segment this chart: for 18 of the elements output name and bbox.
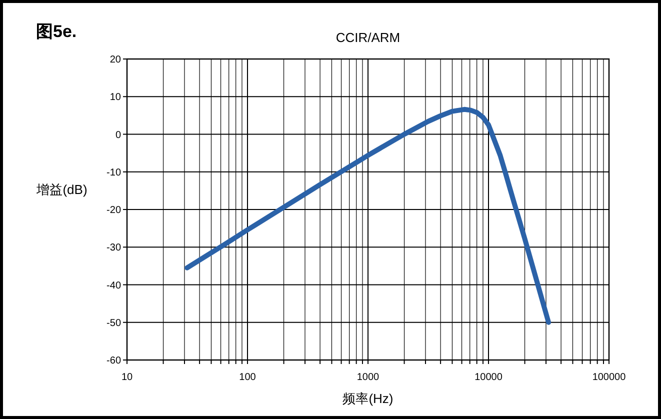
y-tick-label: 10 — [110, 92, 122, 104]
y-tick-label: 0 — [115, 130, 122, 141]
y-tick-label: -60 — [106, 356, 122, 366]
x-tick-label: 10 — [121, 372, 133, 383]
x-axis-title: 频率(Hz) — [342, 391, 394, 406]
x-tick-label: 10000 — [474, 372, 503, 383]
chart-title: CCIR/ARM — [336, 30, 400, 45]
y-tick-label: -20 — [106, 205, 122, 216]
y-tick-label: -10 — [106, 167, 122, 178]
caption: 图5e. — [36, 22, 77, 41]
y-tick-label: -50 — [106, 318, 122, 329]
y-axis-title: 增益(dB) — [36, 182, 88, 197]
y-tick-label: -30 — [106, 242, 122, 254]
x-tick-label: 1000 — [356, 372, 380, 383]
x-tick-label: 100000 — [592, 372, 626, 383]
x-tick-label: 100 — [239, 372, 256, 383]
y-tick-label: -40 — [106, 280, 122, 292]
y-tick-label: 20 — [110, 54, 122, 66]
